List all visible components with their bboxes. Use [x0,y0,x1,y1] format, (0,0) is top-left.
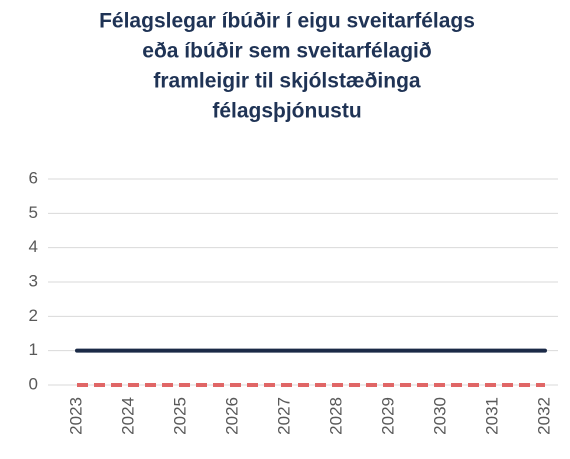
x-tick-label: 2030 [430,397,449,435]
chart-title: Félagslegar íbúðir í eigu sveitarfélags [99,10,475,33]
x-tick-label: 2028 [326,397,345,435]
y-tick-label: 0 [29,374,38,393]
x-tick-label: 2025 [170,397,189,435]
x-tick-label: 2026 [222,397,241,435]
chart-title: félagsþjónustu [212,100,361,123]
y-tick-label: 6 [29,168,38,187]
x-tick-label: 2032 [534,397,553,435]
x-tick-label: 2029 [378,397,397,435]
x-tick-label: 2024 [118,397,137,435]
chart-title: eða íbúðir sem sveitarfélagið [142,40,431,63]
y-tick-label: 2 [29,306,38,325]
y-tick-label: 3 [29,271,38,290]
y-tick-label: 5 [29,203,38,222]
y-tick-label: 1 [29,340,38,359]
y-tick-label: 4 [29,237,38,256]
x-tick-label: 2023 [66,397,85,435]
x-tick-label: 2031 [482,397,501,435]
chart-title: framleigir til skjólstæðinga [153,70,421,93]
x-tick-label: 2027 [274,397,293,435]
